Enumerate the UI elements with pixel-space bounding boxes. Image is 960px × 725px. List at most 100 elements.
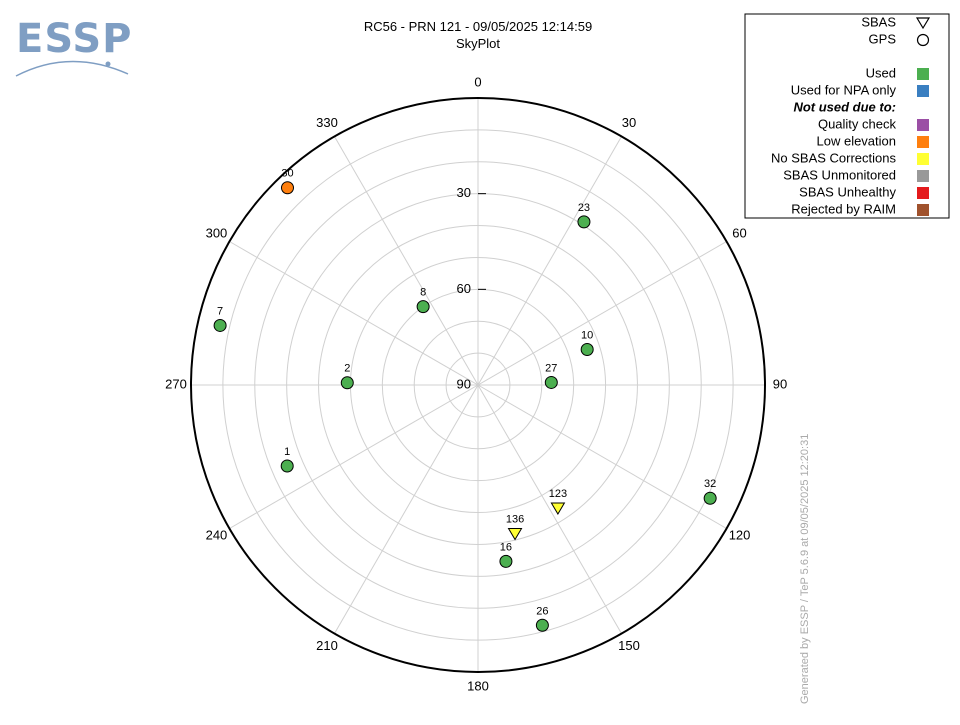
azimuth-label: 120 — [729, 527, 751, 542]
azimuth-label: 90 — [773, 376, 787, 391]
legend-label: Used for NPA only — [791, 82, 897, 97]
gps-marker — [577, 215, 591, 229]
satellite-prn-10: 10 — [580, 330, 594, 357]
circle-symbol-icon — [916, 33, 930, 47]
legend-label: Used — [866, 65, 896, 80]
sbas-marker — [550, 502, 566, 516]
gps-marker — [213, 318, 227, 332]
satellite-prn-30: 30 — [280, 168, 294, 195]
legend: SBAS GPS Used Used for NPA only Not used due… — [744, 13, 950, 219]
prn-label: 30 — [281, 168, 293, 180]
gps-marker — [280, 181, 294, 195]
satellite-prn-27: 27 — [544, 362, 558, 389]
satellite-prn-7: 7 — [213, 305, 227, 332]
azimuth-spoke — [477, 384, 727, 529]
gps-marker — [280, 459, 294, 473]
legend-symbol-gps: GPS — [869, 31, 930, 47]
prn-label: 1 — [284, 446, 290, 458]
legend-swatch — [917, 204, 929, 216]
legend-status-item: Used for NPA only — [791, 82, 929, 97]
legend-label: Quality check — [818, 116, 897, 131]
prn-label: 16 — [500, 541, 512, 553]
prn-label: 23 — [578, 202, 590, 214]
logo-text: ESSP — [16, 16, 132, 62]
legend-swatch — [917, 187, 929, 199]
prn-label: 7 — [217, 305, 223, 317]
elevation-label: 30 — [457, 185, 471, 200]
satellite-prn-123: 123 — [549, 488, 567, 516]
legend-status-item: SBAS Unhealthy — [799, 184, 929, 199]
legend-swatch — [917, 136, 929, 148]
legend-swatch — [917, 68, 929, 80]
legend-status-item: Rejected by RAIM — [791, 201, 929, 216]
azimuth-spoke — [229, 384, 479, 529]
satellite-prn-23: 23 — [577, 202, 591, 229]
satellite-markers: 30 23 8 10 7 2 27 1 32 123 136 16 26 — [213, 168, 717, 632]
satellite-prn-8: 8 — [416, 287, 430, 314]
legend-status-item: No SBAS Corrections — [771, 150, 929, 165]
legend-label: Rejected by RAIM — [791, 201, 896, 216]
legend-label: Low elevation — [817, 133, 897, 148]
legend-status-item: Quality check — [818, 116, 929, 131]
chart-subtitle: SkyPlot — [456, 36, 500, 51]
triangle-symbol-icon — [915, 17, 931, 30]
legend-swatch — [917, 153, 929, 165]
legend-status-item: Low elevation — [817, 133, 929, 148]
elevation-labels: 30 60 90 — [457, 185, 471, 391]
polar-grid — [190, 97, 766, 673]
sbas-marker — [507, 528, 523, 541]
legend-box — [744, 13, 950, 219]
gps-marker — [416, 300, 430, 314]
azimuth-label: 60 — [732, 225, 746, 240]
azimuth-spoke — [334, 136, 479, 386]
elevation-label: 90 — [457, 376, 471, 391]
gps-marker — [544, 375, 558, 389]
legend-status-item: SBAS Unmonitored — [783, 167, 929, 182]
prn-label: 123 — [549, 488, 567, 500]
azimuth-label: 240 — [206, 527, 228, 542]
satellite-prn-1: 1 — [280, 446, 294, 473]
legend-swatch — [917, 170, 929, 182]
legend-label: SBAS Unhealthy — [799, 184, 896, 199]
satellite-prn-2: 2 — [340, 363, 354, 390]
prn-label: 8 — [420, 287, 426, 299]
legend-label: No SBAS Corrections — [771, 150, 896, 165]
azimuth-label: 300 — [206, 225, 228, 240]
prn-label: 26 — [536, 605, 548, 617]
gps-marker — [499, 554, 513, 568]
gps-marker — [535, 618, 549, 632]
gps-marker — [340, 376, 354, 390]
prn-label: 2 — [344, 363, 350, 375]
azimuth-label: 30 — [622, 115, 636, 130]
satellite-prn-136: 136 — [506, 514, 524, 541]
prn-label: 10 — [581, 330, 593, 342]
legend-status-item: Used — [866, 65, 929, 80]
gps-marker — [580, 343, 594, 357]
logo-arc — [15, 60, 129, 77]
azimuth-spoke — [229, 241, 479, 386]
legend-swatch — [917, 119, 929, 131]
azimuth-spoke — [477, 136, 622, 386]
legend-status-item: Not used due to: — [793, 99, 896, 114]
azimuth-spoke — [477, 384, 622, 634]
azimuth-label: 210 — [316, 638, 338, 653]
legend-label: SBAS Unmonitored — [783, 167, 896, 182]
gps-marker — [703, 491, 717, 505]
prn-label: 136 — [506, 514, 524, 526]
prn-label: 27 — [545, 362, 557, 374]
legend-label: Not used due to: — [793, 99, 896, 114]
prn-label: 32 — [704, 478, 716, 490]
elevation-label: 60 — [457, 281, 471, 296]
azimuth-label: 270 — [165, 376, 187, 391]
azimuth-label: 0 — [474, 74, 481, 89]
azimuth-label: 150 — [618, 638, 640, 653]
legend-swatch — [917, 85, 929, 97]
azimuth-label: 330 — [316, 115, 338, 130]
satellite-prn-26: 26 — [535, 605, 549, 632]
chart-title: RC56 - PRN 121 - 09/05/2025 12:14:59 — [364, 19, 592, 34]
logo-dot — [105, 61, 111, 67]
generated-footer: Generated by ESSP / TeP 5.6.9 at 09/05/2… — [799, 434, 811, 704]
